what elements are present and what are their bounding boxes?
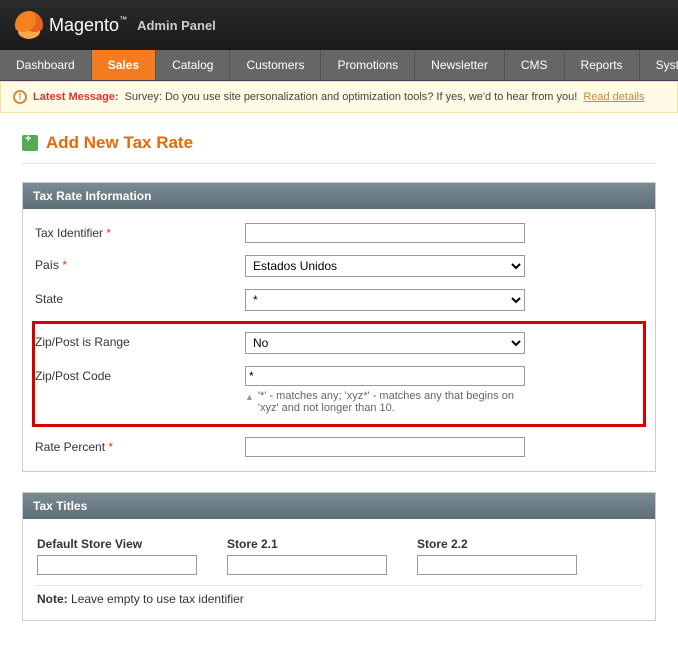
row-tax-identifier: Tax Identifier * <box>35 223 643 243</box>
nav-newsletter[interactable]: Newsletter <box>415 50 505 80</box>
hint-arrow-icon: ▲ <box>245 390 254 414</box>
label-pais: País * <box>35 255 245 272</box>
label-zip-range: Zip/Post is Range <box>35 332 245 349</box>
message-text: Survey: Do you use site personalization … <box>125 91 578 103</box>
nav-reports[interactable]: Reports <box>565 50 640 80</box>
nav-dashboard[interactable]: Dashboard <box>0 50 92 80</box>
panel-header: Tax Rate Information <box>23 183 655 209</box>
nav-promotions[interactable]: Promotions <box>321 50 415 80</box>
select-state[interactable]: * <box>245 289 525 311</box>
panel-body: Default Store View Store 2.1 Store 2.2 N… <box>23 519 655 620</box>
label-state: State <box>35 289 245 306</box>
page-content: Add New Tax Rate Tax Rate Information Ta… <box>0 113 678 661</box>
nav-catalog[interactable]: Catalog <box>156 50 230 80</box>
tax-titles-panel: Tax Titles Default Store View Store 2.1 … <box>22 492 656 621</box>
row-state: State * <box>35 289 643 311</box>
nav-cms[interactable]: CMS <box>505 50 565 80</box>
label-zip-code: Zip/Post Code <box>35 366 245 383</box>
title-label: Default Store View <box>37 537 197 551</box>
row-rate-percent: Rate Percent * <box>35 437 643 457</box>
select-zip-range[interactable]: No <box>245 332 525 354</box>
title-label: Store 2.1 <box>227 537 387 551</box>
message-label: Latest Message: <box>33 91 119 103</box>
input-title-store22[interactable] <box>417 555 577 575</box>
nav-sales[interactable]: Sales <box>92 50 156 80</box>
magento-logo-icon <box>15 11 43 39</box>
input-rate-percent[interactable] <box>245 437 525 457</box>
page-title-row: Add New Tax Rate <box>22 133 656 153</box>
zip-highlight-box: Zip/Post is Range No Zip/Post Code ▲ '*'… <box>32 321 646 427</box>
page-title: Add New Tax Rate <box>46 133 193 153</box>
nav-system[interactable]: Syste <box>640 50 678 80</box>
brand-logo[interactable]: Magento™ Admin Panel <box>15 11 216 39</box>
row-zip-code: Zip/Post Code ▲ '*' - matches any; 'xyz*… <box>35 366 643 414</box>
main-nav: Dashboard Sales Catalog Customers Promot… <box>0 50 678 81</box>
zip-code-hint: ▲ '*' - matches any; 'xyz*' - matches an… <box>245 390 525 414</box>
input-tax-identifier[interactable] <box>245 223 525 243</box>
panel-label: Admin Panel <box>137 18 216 33</box>
title-label: Store 2.2 <box>417 537 577 551</box>
nav-customers[interactable]: Customers <box>230 50 321 80</box>
input-zip-code[interactable] <box>245 366 525 386</box>
input-title-store21[interactable] <box>227 555 387 575</box>
brand-name: Magento™ <box>49 15 127 36</box>
panel-header: Tax Titles <box>23 493 655 519</box>
alert-icon: ! <box>13 90 27 104</box>
row-zip-range: Zip/Post is Range No <box>35 332 643 354</box>
input-title-default[interactable] <box>37 555 197 575</box>
message-link[interactable]: Read details <box>583 91 644 103</box>
admin-header: Magento™ Admin Panel <box>0 0 678 50</box>
system-message-bar: ! Latest Message: Survey: Do you use sit… <box>0 81 678 113</box>
titles-grid: Default Store View Store 2.1 Store 2.2 <box>35 533 643 585</box>
title-col-store22: Store 2.2 <box>417 537 577 575</box>
tax-rate-info-panel: Tax Rate Information Tax Identifier * Pa… <box>22 182 656 472</box>
title-col-default: Default Store View <box>37 537 197 575</box>
titles-note: Note: Leave empty to use tax identifier <box>35 585 643 606</box>
row-pais: País * Estados Unidos <box>35 255 643 277</box>
label-tax-identifier: Tax Identifier * <box>35 223 245 240</box>
label-rate-percent: Rate Percent * <box>35 437 245 454</box>
panel-body: Tax Identifier * País * Estados Unidos S… <box>23 209 655 471</box>
title-col-store21: Store 2.1 <box>227 537 387 575</box>
title-divider <box>22 163 656 164</box>
add-icon <box>22 135 38 151</box>
select-pais[interactable]: Estados Unidos <box>245 255 525 277</box>
